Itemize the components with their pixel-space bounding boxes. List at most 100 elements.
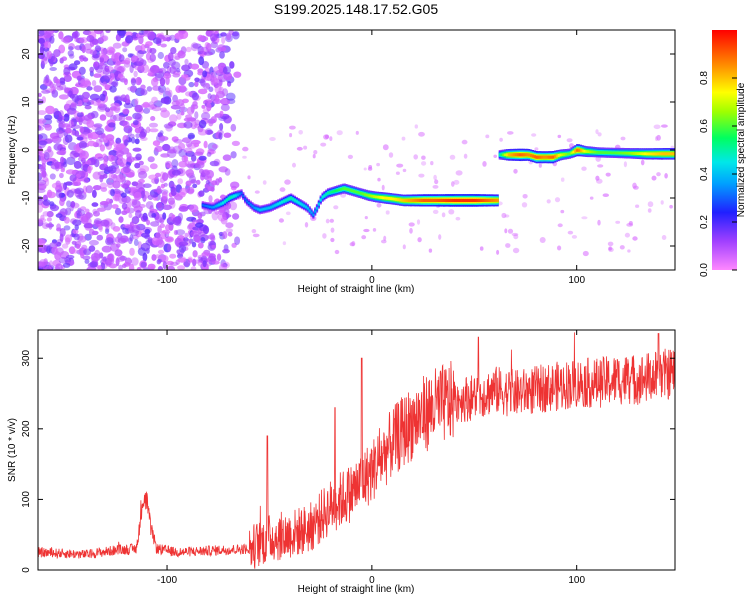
- noise-blob: [41, 157, 47, 165]
- ridge-low-cell-l3: [269, 206, 273, 209]
- noise-blob: [65, 124, 71, 133]
- ridge-high-cell-l3: [664, 152, 667, 156]
- ridge-low-cell-l3: [398, 198, 402, 202]
- noise-speckle: [402, 244, 406, 250]
- ridge-high-cell-l3: [624, 151, 627, 155]
- ridge-high-cell-l3: [673, 152, 675, 156]
- noise-speckle: [376, 162, 380, 167]
- noise-blob: [197, 71, 204, 76]
- noise-blob: [187, 256, 193, 264]
- ridge-high-cell-l3: [642, 152, 645, 156]
- noise-blob: [202, 70, 208, 78]
- noise-speckle: [385, 210, 390, 215]
- noise-blob: [48, 260, 54, 269]
- noise-speckle: [325, 218, 330, 224]
- noise-blob: [122, 108, 130, 115]
- noise-blob: [159, 177, 166, 183]
- ridge-low-cell-l3: [445, 198, 448, 203]
- noise-blob: [125, 35, 133, 44]
- noise-blob: [176, 253, 184, 259]
- noise-blob: [40, 60, 45, 70]
- noise-blob: [100, 219, 110, 227]
- ridge-low-cell-l3: [352, 190, 355, 193]
- noise-blob: [106, 138, 115, 146]
- noise-blob: [46, 245, 51, 254]
- noise-speckle: [242, 146, 249, 152]
- noise-blob: [98, 225, 103, 233]
- noise-blob: [38, 110, 47, 116]
- noise-blob: [158, 84, 166, 93]
- spectrogram-y-ticks: -20 -10 0 10 20: [21, 48, 675, 253]
- noise-blob: [178, 244, 187, 253]
- noise-speckle: [382, 144, 389, 151]
- noise-blob: [150, 116, 156, 121]
- noise-blob: [183, 147, 193, 154]
- ridge-high-cell-l3: [561, 153, 564, 157]
- noise-blob: [72, 219, 82, 226]
- ridge-high-cell-l3: [655, 152, 658, 156]
- noise-blob: [120, 167, 131, 175]
- noise-blob: [71, 181, 79, 186]
- noise-blob: [106, 181, 114, 189]
- ridge-low-cell-l3: [317, 203, 320, 206]
- ridge-low-cell-l3: [384, 196, 387, 200]
- noise-speckle: [304, 222, 309, 228]
- noise-blob: [210, 116, 217, 124]
- ridge-low-cell-l3: [428, 198, 431, 202]
- noise-blob: [128, 237, 133, 245]
- noise-blob: [76, 194, 84, 200]
- noise-blob: [203, 140, 208, 149]
- noise-blob: [56, 150, 66, 155]
- noise-speckle: [322, 233, 327, 239]
- noise-blob: [60, 156, 65, 164]
- spectrogram-y-label: Frequency (Hz): [7, 116, 18, 185]
- noise-blob: [171, 169, 181, 176]
- ridge-low-cell-l3: [275, 203, 278, 206]
- snr-frame: [37, 329, 676, 571]
- ridge-high-cell-l3: [539, 155, 542, 159]
- noise-blob: [115, 143, 126, 150]
- noise-blob: [108, 47, 116, 54]
- noise-blob: [226, 92, 236, 101]
- noise-blob: [40, 57, 48, 65]
- ridge-high-cell-l3: [607, 151, 610, 155]
- ridge-low-cell-l3: [271, 205, 274, 208]
- noise-speckle: [428, 248, 433, 253]
- noise-blob: [185, 180, 192, 187]
- ridge-high-cell-l3: [581, 149, 584, 153]
- noise-blob: [219, 123, 224, 131]
- ridge-high-cell-l3: [563, 153, 566, 156]
- ridge-high-cell-l3: [612, 151, 616, 155]
- noise-blob: [134, 98, 139, 106]
- noise-blob: [146, 86, 153, 92]
- noise-blob: [52, 30, 59, 33]
- noise-blob: [131, 137, 136, 144]
- noise-blob: [85, 160, 92, 165]
- noise-blob: [69, 174, 77, 182]
- noise-speckle: [485, 134, 490, 139]
- noise-speckle: [557, 223, 563, 228]
- noise-blob: [105, 237, 114, 246]
- ridge-high-cell-l3: [668, 152, 671, 156]
- noise-speckle: [661, 124, 668, 128]
- noise-blob: [223, 132, 232, 138]
- ridge-low-cell-l3: [292, 198, 295, 201]
- noise-blob: [149, 53, 156, 62]
- noise-blob: [46, 50, 53, 60]
- noise-speckle: [418, 173, 425, 178]
- noise-speckle: [531, 133, 537, 137]
- noise-blob: [143, 30, 151, 37]
- noise-speckle: [538, 163, 542, 168]
- noise-blob: [70, 130, 76, 136]
- noise-blob: [149, 163, 158, 170]
- noise-blob: [162, 72, 172, 79]
- ridge-low-cell-l3: [258, 208, 261, 212]
- noise-blob: [218, 132, 223, 140]
- ridge-low-cell-l3: [411, 198, 414, 202]
- ridge-low-cell-l3: [363, 193, 367, 196]
- x-tick-label: 0: [369, 275, 375, 286]
- colorbar-tick-label: 0.0: [699, 263, 710, 277]
- ridge-high-cell-l3: [559, 153, 562, 157]
- ridge-high-cell-l3: [636, 152, 640, 155]
- noise-blob: [195, 161, 205, 169]
